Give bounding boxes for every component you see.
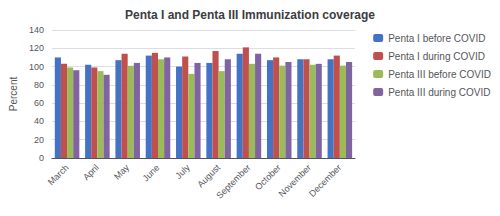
svg-text:December: December — [307, 162, 343, 198]
svg-text:June: June — [141, 162, 162, 183]
svg-text:March: March — [46, 162, 71, 187]
svg-text:Penta III during COVID: Penta III during COVID — [388, 87, 490, 98]
svg-text:100: 100 — [29, 62, 44, 72]
svg-text:140: 140 — [29, 25, 44, 35]
svg-text:October: October — [253, 162, 283, 192]
svg-text:20: 20 — [34, 135, 44, 145]
svg-text:Penta I during COVID: Penta I during COVID — [388, 51, 485, 62]
svg-text:April: April — [81, 162, 101, 182]
svg-text:July: July — [173, 162, 192, 181]
svg-text:Penta I before COVID: Penta I before COVID — [388, 33, 485, 44]
svg-text:60: 60 — [34, 98, 44, 108]
svg-text:August: August — [195, 162, 222, 189]
svg-text:0: 0 — [39, 153, 44, 163]
svg-text:40: 40 — [34, 116, 44, 126]
svg-text:120: 120 — [29, 43, 44, 53]
svg-text:Percent: Percent — [8, 77, 19, 112]
svg-text:May: May — [112, 162, 131, 181]
svg-text:80: 80 — [34, 80, 44, 90]
svg-text:Penta III before COVID: Penta III before COVID — [388, 69, 491, 80]
svg-text:Penta I and Penta III Immuniza: Penta I and Penta III Immunization cover… — [125, 8, 375, 22]
svg-text:November: November — [276, 162, 314, 199]
svg-text:September: September — [214, 162, 252, 200]
